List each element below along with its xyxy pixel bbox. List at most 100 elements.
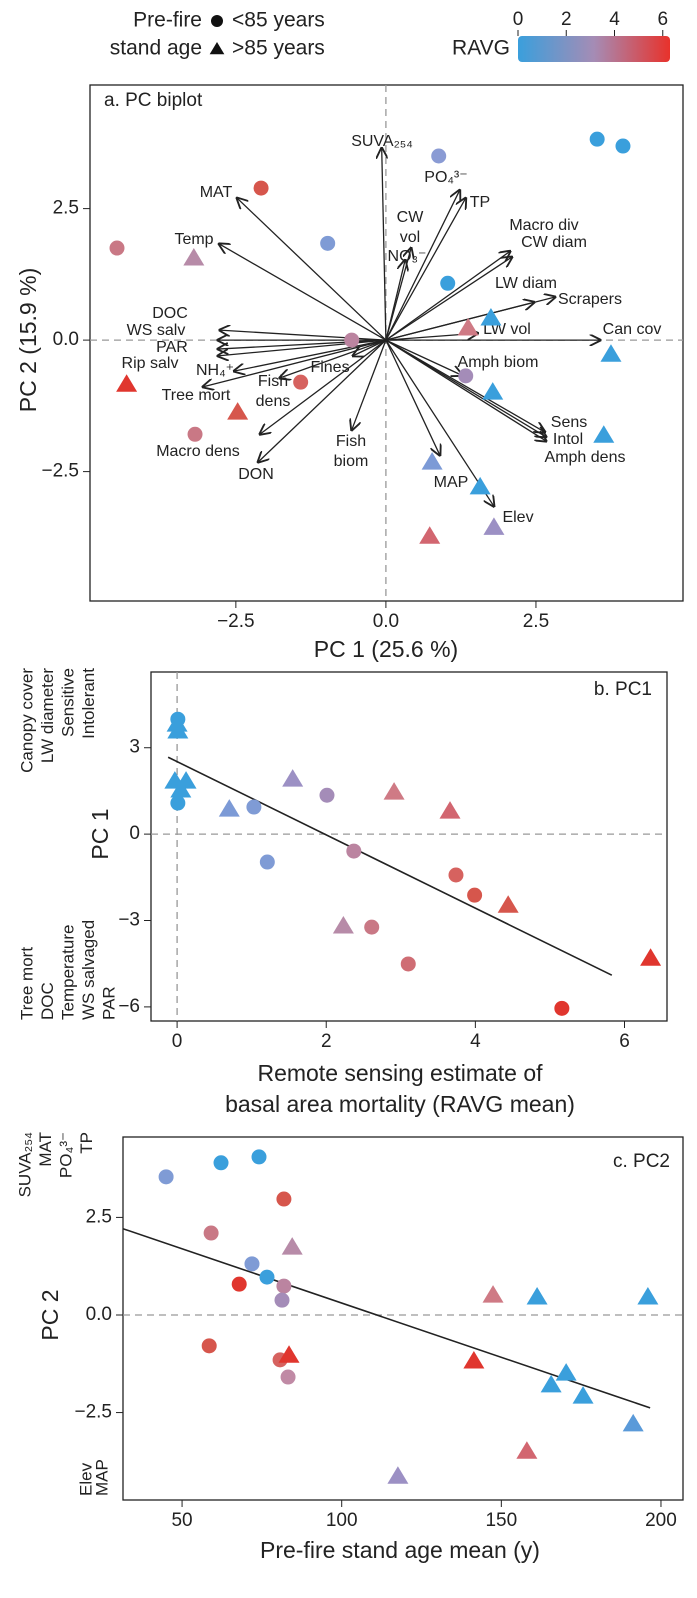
data-point (421, 452, 443, 470)
x-tick-label: 200 (645, 1510, 677, 1531)
data-point (201, 1338, 217, 1354)
x-axis-label: Pre-fire stand age mean (y) (260, 1537, 540, 1563)
loading-arrow (385, 251, 510, 341)
loading-label: Rip salv (122, 355, 179, 372)
x-tick-label: 0 (172, 1031, 183, 1052)
legend-marker (211, 15, 223, 27)
data-point (280, 1369, 296, 1385)
loading-label: WS salv (127, 322, 186, 339)
axis-annotation: PAR (99, 986, 118, 1020)
loading-arrow (385, 198, 466, 341)
data-point (213, 1155, 229, 1171)
loading-label: Elev (502, 509, 533, 526)
axis-annotation: Sensitive (58, 668, 77, 737)
data-point (276, 1278, 292, 1294)
data-point (463, 1351, 485, 1369)
y-tick-label: −2.5 (74, 1402, 112, 1423)
data-point (320, 235, 336, 251)
y-tick-label: −2.5 (41, 461, 79, 482)
data-point (457, 318, 479, 336)
data-point (293, 374, 309, 390)
loading-label: DON (238, 466, 274, 483)
colorbar-title: RAVG (452, 37, 510, 60)
data-point (344, 332, 360, 348)
loading-arrow (385, 339, 546, 441)
data-point (431, 148, 447, 164)
loading-label: Fish (258, 373, 288, 390)
data-point (281, 1237, 303, 1255)
data-point (637, 1287, 659, 1305)
data-point (482, 382, 504, 400)
colorbar-tick-label: 4 (609, 9, 620, 30)
panel: 50 100 150 200 −2.5 0.0 2.5 c. PC2 Pre-fire stan… (15, 1132, 684, 1563)
data-point (109, 240, 125, 256)
data-point (483, 517, 505, 535)
panel: −2.5 0.0 2.5 −2.5 0.0 2.5 a. PC biplot PC 1 (25… (15, 84, 684, 662)
data-point (480, 308, 502, 326)
data-point (469, 476, 491, 495)
axis-annotation: Elev (76, 1462, 95, 1496)
y-axis-label: PC 2 (37, 1289, 63, 1340)
loading-label: CW (397, 209, 425, 226)
loading-label: Temp (174, 231, 213, 248)
data-point (387, 1466, 409, 1484)
loading-arrow (220, 330, 386, 341)
axis-annotation: Intolerant (79, 668, 98, 739)
data-point (346, 843, 362, 859)
loading-label: Can cov (603, 321, 662, 338)
loading-arrow (352, 339, 387, 430)
x-axis-label: Remote sensing estimate of (257, 1060, 543, 1086)
axis-annotation: TP (77, 1132, 96, 1154)
data-point (218, 799, 240, 817)
axis-annotation: PO₄³⁻ (56, 1132, 75, 1178)
data-point (231, 1276, 247, 1292)
x-tick-label: 100 (326, 1510, 358, 1531)
loading-arrow (237, 198, 387, 341)
data-point (555, 1363, 577, 1381)
data-point (482, 1285, 504, 1303)
loading-label: Scrapers (558, 291, 622, 308)
loading-label: LW diam (495, 275, 557, 292)
data-point (251, 1149, 267, 1165)
data-point (400, 956, 416, 972)
data-point (253, 180, 269, 196)
loading-label: Tree mort (162, 387, 231, 404)
loading-arrow (385, 190, 460, 341)
colorbar-tick-label: 6 (657, 9, 668, 30)
plot-frame (150, 671, 668, 1022)
loading-arrow (385, 339, 440, 455)
data-point (274, 1292, 290, 1308)
loading-arrow (385, 339, 494, 506)
data-point (572, 1386, 594, 1404)
loading-arrow (382, 148, 386, 341)
plot-frame (122, 1136, 684, 1501)
y-axis-label: PC 2 (15.9 %) (15, 268, 41, 412)
colorbar (518, 36, 670, 62)
loading-arrow (385, 339, 462, 375)
legend-title: stand age (110, 37, 202, 60)
y-tick-label: 0.0 (86, 1304, 112, 1325)
x-tick-label: 2 (321, 1031, 332, 1052)
panel-title: a. PC biplot (104, 90, 203, 111)
data-point (170, 780, 192, 798)
x-axis-label: basal area mortality (RAVG mean) (225, 1091, 575, 1117)
loading-label: Amph biom (458, 354, 539, 371)
loading-label: NH₄⁺ (196, 362, 234, 379)
loading-label: TP (470, 194, 490, 211)
y-tick-label: 2.5 (53, 198, 79, 219)
loading-label: SUVA₂₅₄ (351, 133, 413, 150)
panel-title: b. PC1 (594, 679, 652, 700)
y-tick-label: −6 (118, 996, 140, 1017)
loading-arrow (385, 248, 411, 341)
panel: 0 2 4 6 −6 −3 0 3 b. PC1 Remote sensing estimate … (17, 668, 668, 1117)
data-point (116, 374, 138, 392)
legend-label: <85 years (232, 9, 325, 32)
data-point (554, 1000, 570, 1016)
y-tick-label: 0 (129, 823, 140, 844)
y-tick-label: 3 (129, 737, 140, 758)
loading-label: Sens (551, 414, 587, 431)
data-point (158, 1169, 174, 1185)
data-point (516, 1441, 538, 1459)
x-tick-label: −2.5 (217, 611, 255, 632)
